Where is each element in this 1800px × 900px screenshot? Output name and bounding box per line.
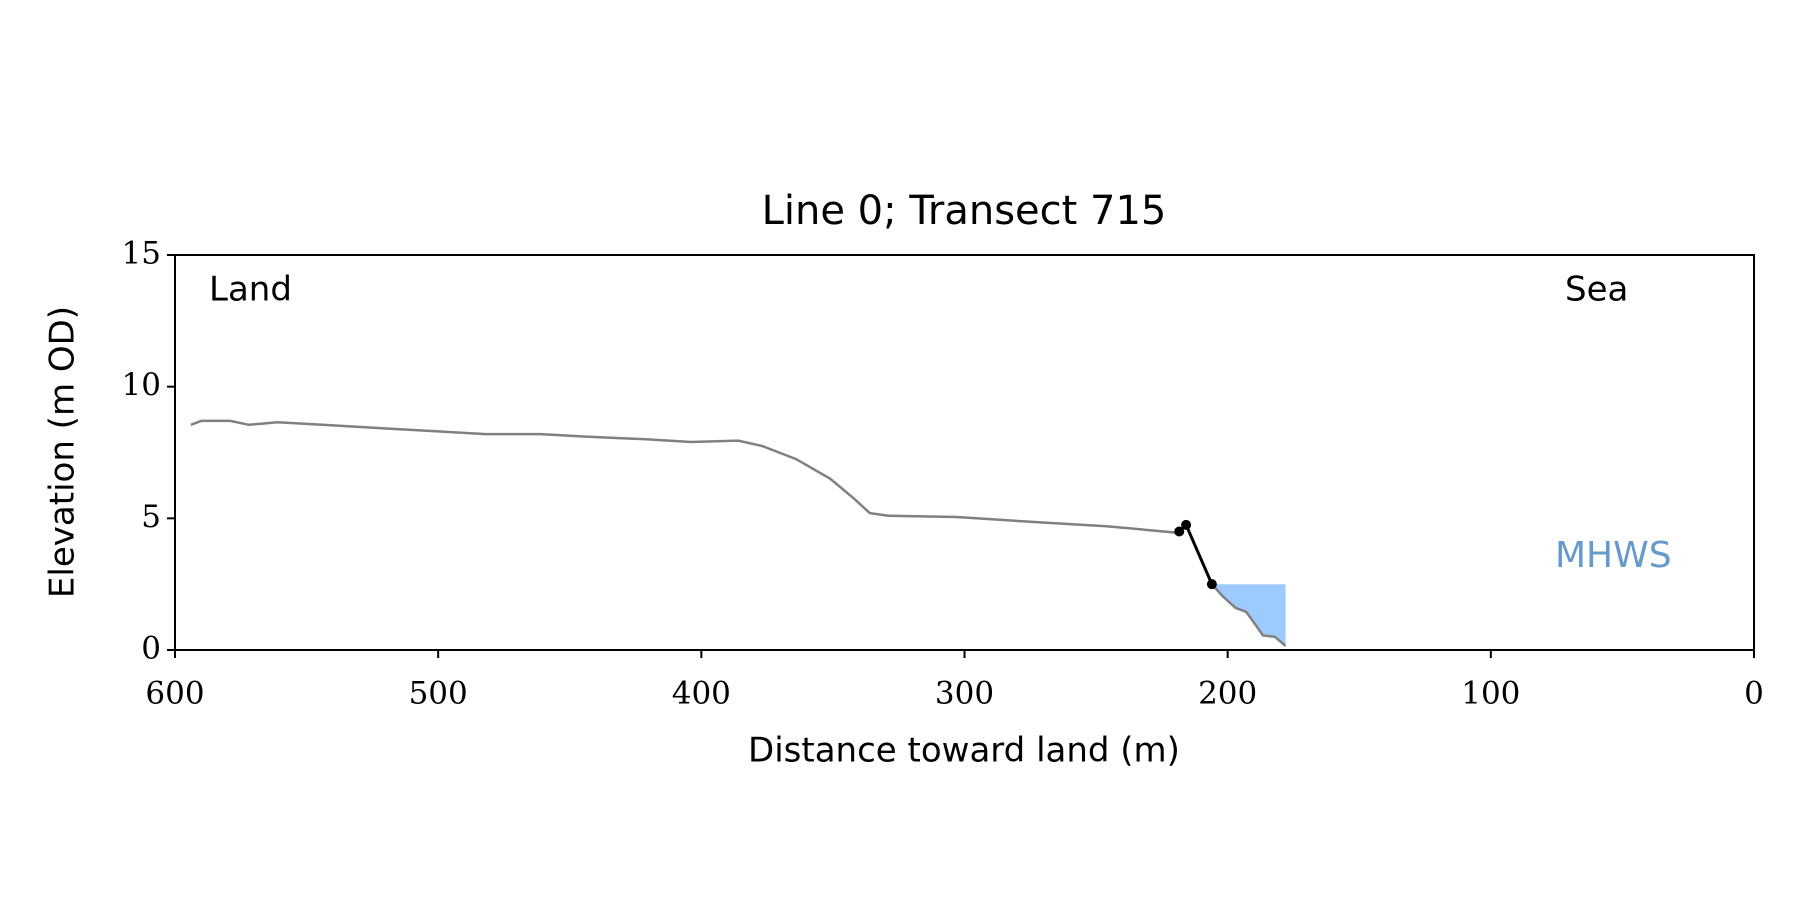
axes-frame [174,254,1755,651]
chart-title: Line 0; Transect 715 [762,188,1167,234]
y-tick-label: 0 [141,631,161,667]
y-tick-label: 10 [122,367,161,403]
x-tick-label: 0 [1744,676,1764,712]
annotation: Sea [1565,270,1628,310]
x-tick-label: 300 [935,676,994,712]
series-line [190,419,1287,647]
series-line [1178,522,1214,585]
annotation: Land [209,270,292,310]
x-tick-label: 400 [672,676,731,712]
point [1181,519,1192,530]
y-axis-label: Elevation (m OD) [43,306,83,598]
x-tick-label: 600 [145,676,204,712]
point [1206,579,1217,590]
y-tick-label: 5 [141,499,161,535]
point [1174,526,1185,537]
x-tick-label: 100 [1461,676,1520,712]
x-axis-label: Distance toward land (m) [748,731,1180,771]
x-tick-label: 500 [409,676,468,712]
x-tick-label: 200 [1198,676,1257,712]
y-tick-label: 15 [122,236,161,272]
mhws-label: MHWS [1555,535,1672,576]
